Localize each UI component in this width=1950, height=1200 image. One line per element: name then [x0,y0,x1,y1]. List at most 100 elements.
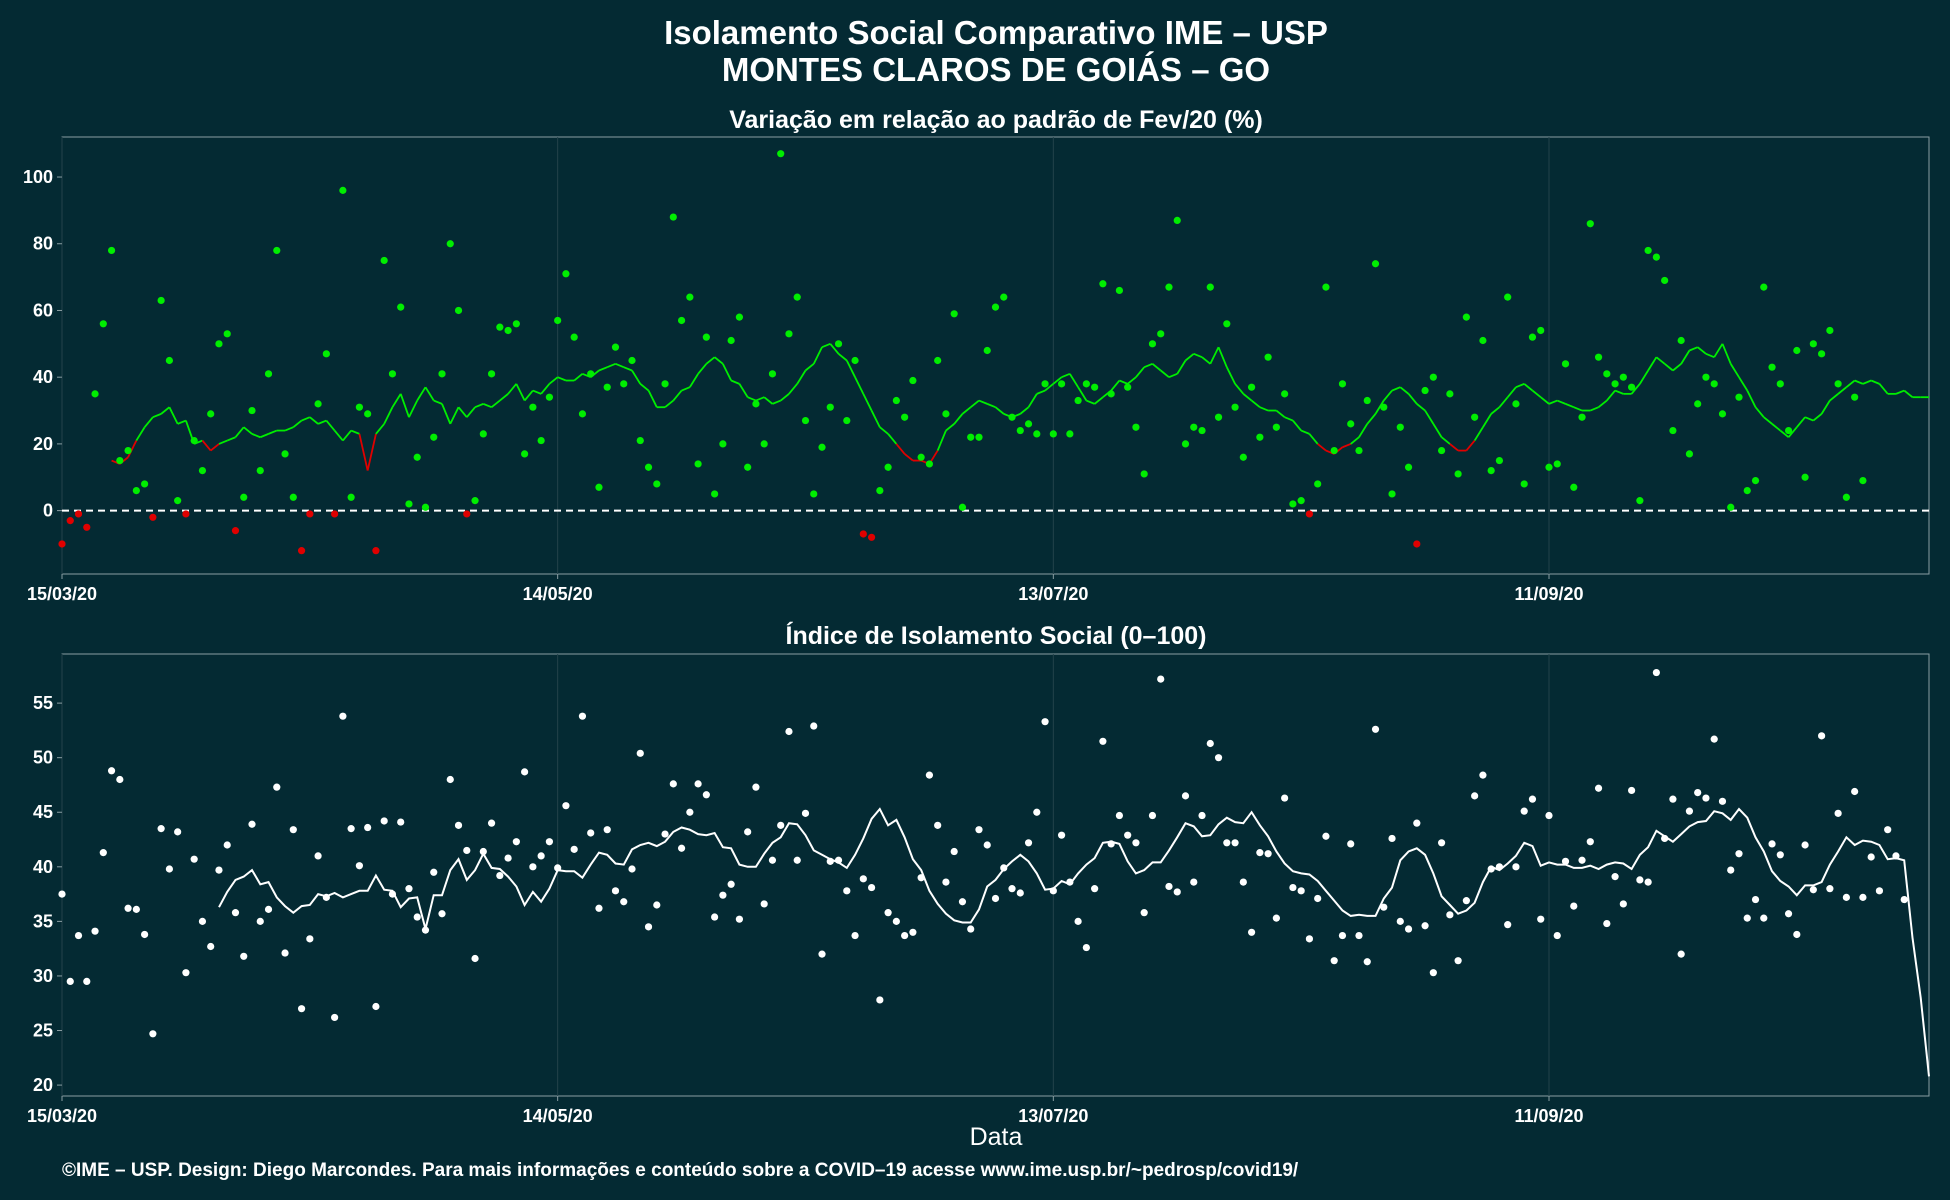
top-data-point [1124,383,1132,391]
bottom-data-point [207,942,215,951]
top-data-point [975,433,983,441]
top-data-point [1165,283,1173,291]
bottom-data-point [116,775,124,784]
top-data-point [983,346,991,355]
bottom-data-point [1181,792,1190,800]
top-data-point [1140,470,1148,478]
top-moving-average-segment [1407,393,1418,405]
top-x-tick-label: 11/09/20 [1514,584,1583,604]
top-data-point [1281,390,1289,398]
bottom-data-point [925,771,934,779]
top-moving-average-segment [284,426,294,432]
bottom-data-point [562,802,570,810]
bottom-data-point [1124,831,1132,839]
bottom-data-point [454,821,463,829]
top-moving-average-segment [1399,386,1410,395]
bottom-data-point [752,783,760,791]
top-data-point [1479,336,1487,345]
top-moving-average-segment [532,389,542,395]
top-moving-average-segment [747,396,757,402]
top-moving-average-segment [243,426,253,435]
top-data-point [454,306,463,315]
top-moving-average-segment [1655,356,1666,365]
bottom-data-point [735,915,744,923]
bottom-data-point [1281,794,1289,802]
bottom-data-point [1272,914,1280,922]
top-data-point [1198,426,1206,435]
top-data-point [223,330,231,338]
top-data-point [1049,430,1057,438]
top-data-point [760,440,768,448]
top-data-point [215,340,223,348]
bottom-data-point [1008,885,1016,893]
top-x-tick-label: 15/03/20 [27,584,97,604]
bottom-data-point [231,909,240,917]
top-data-point [1652,253,1660,261]
top-moving-average-segment [1119,379,1129,385]
top-moving-average-segment [466,406,476,418]
top-moving-average-segment [160,406,170,415]
bottom-data-point [99,849,107,857]
top-moving-average-segment [780,393,790,402]
top-moving-average-segment [1143,363,1153,369]
top-moving-average-segment [573,373,584,382]
top-data-point [446,240,454,248]
bottom-data-point [190,855,198,863]
top-data-point [669,213,677,221]
top-data-point [727,336,735,345]
top-moving-average-segment [457,406,468,418]
top-moving-average-segment [705,356,716,365]
top-moving-average-segment [1639,370,1649,385]
top-moving-average-segment [383,406,394,425]
bottom-data-point [1016,889,1024,897]
top-data-point [1206,283,1214,291]
top-data-point [570,333,578,341]
bottom-data-point [1297,887,1305,895]
top-moving-average-segment [1424,410,1435,425]
top-data-point [1851,393,1859,401]
bottom-data-point [1652,668,1660,677]
top-moving-average-segment [482,403,492,409]
top-moving-average-segment [1383,389,1393,402]
top-data-point [1801,473,1809,481]
top-moving-average-segment [854,376,865,395]
top-data-point [1586,220,1594,228]
bottom-data-point [364,823,372,832]
top-moving-average-segment [1531,389,1542,398]
top-moving-average-segment [1754,406,1765,418]
top-data-point [1751,476,1760,485]
bottom-data-point [1322,832,1330,840]
top-data-point [99,320,107,328]
top-moving-average-segment [474,403,484,409]
bottom-data-point [603,826,611,834]
top-moving-average-segment [1217,346,1228,368]
bottom-data-point [1462,897,1470,905]
bottom-data-point [785,727,793,736]
bottom-data-point [66,977,74,986]
top-moving-average-segment [416,386,427,402]
top-moving-average-segment [1358,423,1369,438]
top-moving-average-segment [821,342,831,348]
top-data-point [1057,380,1066,388]
top-moving-average-segment [1251,399,1261,408]
bottom-data-point [248,820,256,828]
bottom-data-point [388,890,397,898]
top-moving-average-segment [1259,406,1269,412]
bottom-data-point [570,845,578,853]
bottom-data-point [397,818,405,826]
top-moving-average-segment [1804,416,1814,422]
top-data-point [1107,390,1115,398]
bottom-data-point [1834,809,1842,817]
bottom-data-point [1132,839,1140,847]
bottom-y-tick-label: 50 [33,748,53,768]
bottom-data-point [1628,786,1636,795]
top-moving-average-segment [309,416,319,425]
top-moving-average-segment [292,419,303,428]
top-moving-average-segment [491,399,501,408]
top-data-point [1495,456,1504,465]
top-data-point [711,490,719,498]
bottom-data-point [826,857,834,865]
top-data-point [752,400,760,408]
top-moving-average-segment [598,366,608,372]
top-data-point [1619,373,1627,381]
